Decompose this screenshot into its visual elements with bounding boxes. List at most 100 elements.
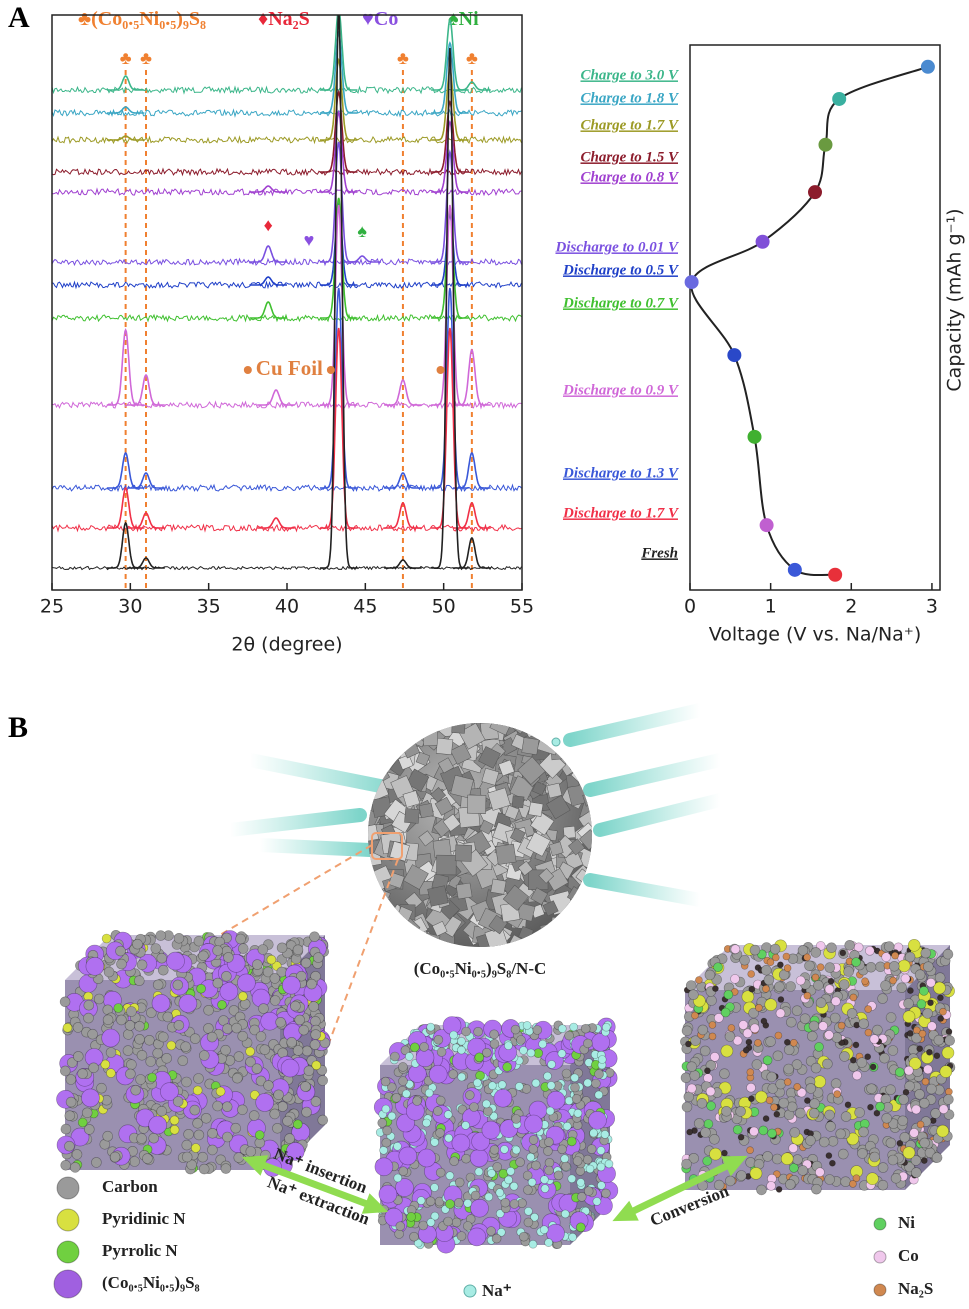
atom (566, 1136, 577, 1147)
atom (296, 970, 307, 982)
arrow-head (361, 1193, 389, 1214)
xrd-peak (384, 378, 422, 406)
atom (290, 1000, 301, 1012)
atom (735, 1106, 746, 1117)
atom (927, 999, 934, 1007)
atom (808, 1107, 820, 1119)
cube (450, 743, 472, 765)
atom (810, 1062, 822, 1074)
cube (560, 936, 579, 947)
cube (377, 912, 395, 931)
atom (200, 1113, 212, 1124)
x-axis-label: Voltage (V vs. Na/Na⁺) (709, 624, 922, 646)
atom (156, 1105, 167, 1117)
atom (824, 962, 836, 973)
atom (904, 1080, 916, 1092)
atom (524, 1114, 543, 1134)
x-tick-label: 1 (765, 596, 777, 618)
atom (134, 1034, 145, 1045)
atom (811, 1183, 822, 1195)
atom (933, 981, 946, 995)
atom (704, 969, 716, 981)
atom (181, 1151, 193, 1163)
atom (730, 944, 741, 955)
atom (904, 951, 916, 963)
atom (858, 1126, 869, 1138)
atom (730, 974, 740, 984)
atom (686, 1128, 694, 1136)
atom (238, 991, 248, 1002)
atom (222, 1023, 233, 1034)
atom (102, 1014, 114, 1026)
atom (600, 1130, 610, 1139)
atom (818, 1136, 830, 1148)
atom (709, 1147, 722, 1161)
cube (450, 774, 474, 799)
atom (183, 1129, 194, 1140)
atom (495, 1209, 505, 1218)
atom (492, 1162, 503, 1172)
atom (129, 1156, 140, 1167)
atom (282, 975, 301, 995)
atom (443, 1110, 453, 1119)
atom (543, 1071, 552, 1081)
atom (907, 987, 914, 994)
atom (732, 1035, 743, 1046)
atom (945, 1028, 953, 1035)
atom (398, 1062, 408, 1072)
atom (824, 1030, 834, 1040)
atom (471, 1132, 490, 1151)
atom (803, 953, 811, 962)
atom (292, 944, 304, 956)
atom (193, 1129, 205, 1141)
ion-beam (223, 808, 367, 837)
atom (890, 1173, 902, 1184)
atom (105, 1047, 117, 1058)
atom (220, 1044, 231, 1056)
atom (310, 1096, 322, 1107)
atom (889, 976, 897, 985)
atom (404, 1052, 414, 1061)
plot-frame (689, 44, 941, 591)
atom (309, 931, 320, 943)
atom (746, 1082, 756, 1093)
atom (681, 1101, 693, 1113)
atom (564, 1030, 574, 1041)
atom (816, 963, 825, 972)
atom (904, 1161, 915, 1173)
atom (754, 1039, 762, 1047)
atom (294, 1014, 306, 1026)
atom (833, 1090, 842, 1098)
atom (257, 944, 269, 955)
atom (852, 1174, 861, 1182)
atom (444, 1133, 454, 1143)
atom (203, 1023, 214, 1034)
atom (255, 1093, 275, 1112)
atom (545, 1106, 555, 1116)
atom (511, 1145, 521, 1155)
atom (178, 994, 198, 1013)
atom (829, 1012, 841, 1024)
atom (922, 961, 934, 973)
series-label: Charge to 1.8 V (580, 90, 680, 106)
atom (489, 1039, 500, 1049)
atom (197, 1151, 208, 1163)
cube (511, 795, 525, 809)
atom (918, 1097, 930, 1109)
atom (235, 933, 246, 945)
cube (525, 831, 551, 857)
xrd-baseline (52, 565, 522, 571)
arrow-head (241, 1155, 269, 1176)
xrd-peak (319, 327, 358, 529)
atom (906, 1030, 914, 1037)
arrow (253, 1158, 377, 1211)
atom (583, 1078, 593, 1088)
atom (237, 973, 256, 993)
atom (922, 1008, 933, 1019)
atom (169, 1115, 180, 1126)
atom (81, 1107, 93, 1119)
cube (498, 759, 515, 777)
atom (191, 1143, 201, 1153)
atom (908, 1057, 922, 1070)
atom (522, 1021, 532, 1030)
